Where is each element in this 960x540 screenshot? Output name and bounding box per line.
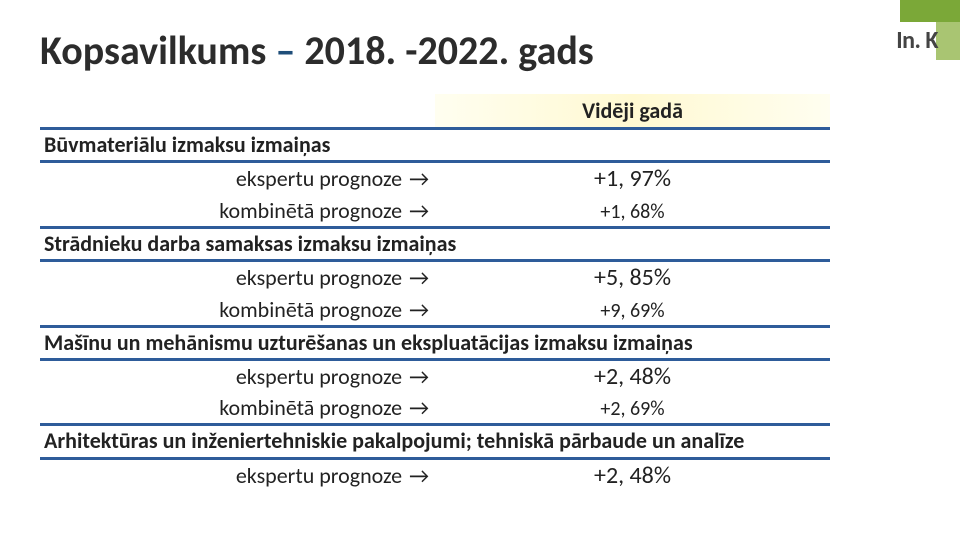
arrow-icon: → — [407, 165, 429, 192]
row-value: +2, 69% — [435, 396, 830, 423]
data-row: ekspertu prognoze →+2, 48% — [40, 361, 830, 393]
row-value: +5, 85% — [435, 262, 830, 294]
arrow-icon: → — [407, 394, 429, 421]
arrow-icon: → — [407, 197, 429, 224]
arrow-icon: → — [407, 462, 429, 489]
data-row: ekspertu prognoze →+5, 85% — [40, 262, 830, 294]
section-header: Arhitektūras un inženiertehniskie pakalp… — [40, 423, 830, 459]
row-label: ekspertu prognoze → — [40, 164, 435, 194]
logo-top-bar — [900, 0, 960, 22]
title-post: 2018. -2022. gads — [295, 26, 593, 75]
row-value: +9, 69% — [435, 298, 830, 325]
data-row: ekspertu prognoze →+2, 48% — [40, 460, 830, 492]
section-header: Mašīnu un mehānismu uzturēšanas un ekspl… — [40, 325, 830, 361]
row-label: ekspertu prognoze → — [40, 461, 435, 491]
section-header: Būvmateriālu izmaksu izmaiņas — [40, 127, 830, 163]
row-value: +1, 68% — [435, 199, 830, 226]
arrow-icon: → — [407, 296, 429, 323]
data-row: ekspertu prognoze →+1, 97% — [40, 163, 830, 195]
title-dash: – — [275, 26, 295, 75]
arrow-icon: → — [407, 264, 429, 291]
page-title: Kopsavilkums – 2018. -2022. gads — [40, 26, 594, 75]
data-row: kombinētā prognoze →+1, 68% — [40, 196, 830, 226]
row-label: ekspertu prognoze → — [40, 263, 435, 293]
row-value: +2, 48% — [435, 361, 830, 393]
column-header: Vidēji gadā — [435, 94, 830, 127]
row-label: kombinētā prognoze → — [40, 393, 435, 423]
section-header: Strādnieku darba samaksas izmaksu izmaiņ… — [40, 226, 830, 262]
data-row: kombinētā prognoze →+2, 69% — [40, 393, 830, 423]
row-value: +2, 48% — [435, 460, 830, 492]
logo-text: In. K — [896, 26, 938, 55]
row-label: kombinētā prognoze → — [40, 295, 435, 325]
data-row: kombinētā prognoze →+9, 69% — [40, 295, 830, 325]
summary-table: Vidēji gadā Būvmateriālu izmaksu izmaiņa… — [40, 94, 830, 492]
row-value: +1, 97% — [435, 163, 830, 195]
arrow-icon: → — [407, 363, 429, 390]
title-pre: Kopsavilkums — [40, 26, 275, 75]
row-label: kombinētā prognoze → — [40, 196, 435, 226]
row-label: ekspertu prognoze → — [40, 362, 435, 392]
logo: In. K — [860, 0, 960, 70]
